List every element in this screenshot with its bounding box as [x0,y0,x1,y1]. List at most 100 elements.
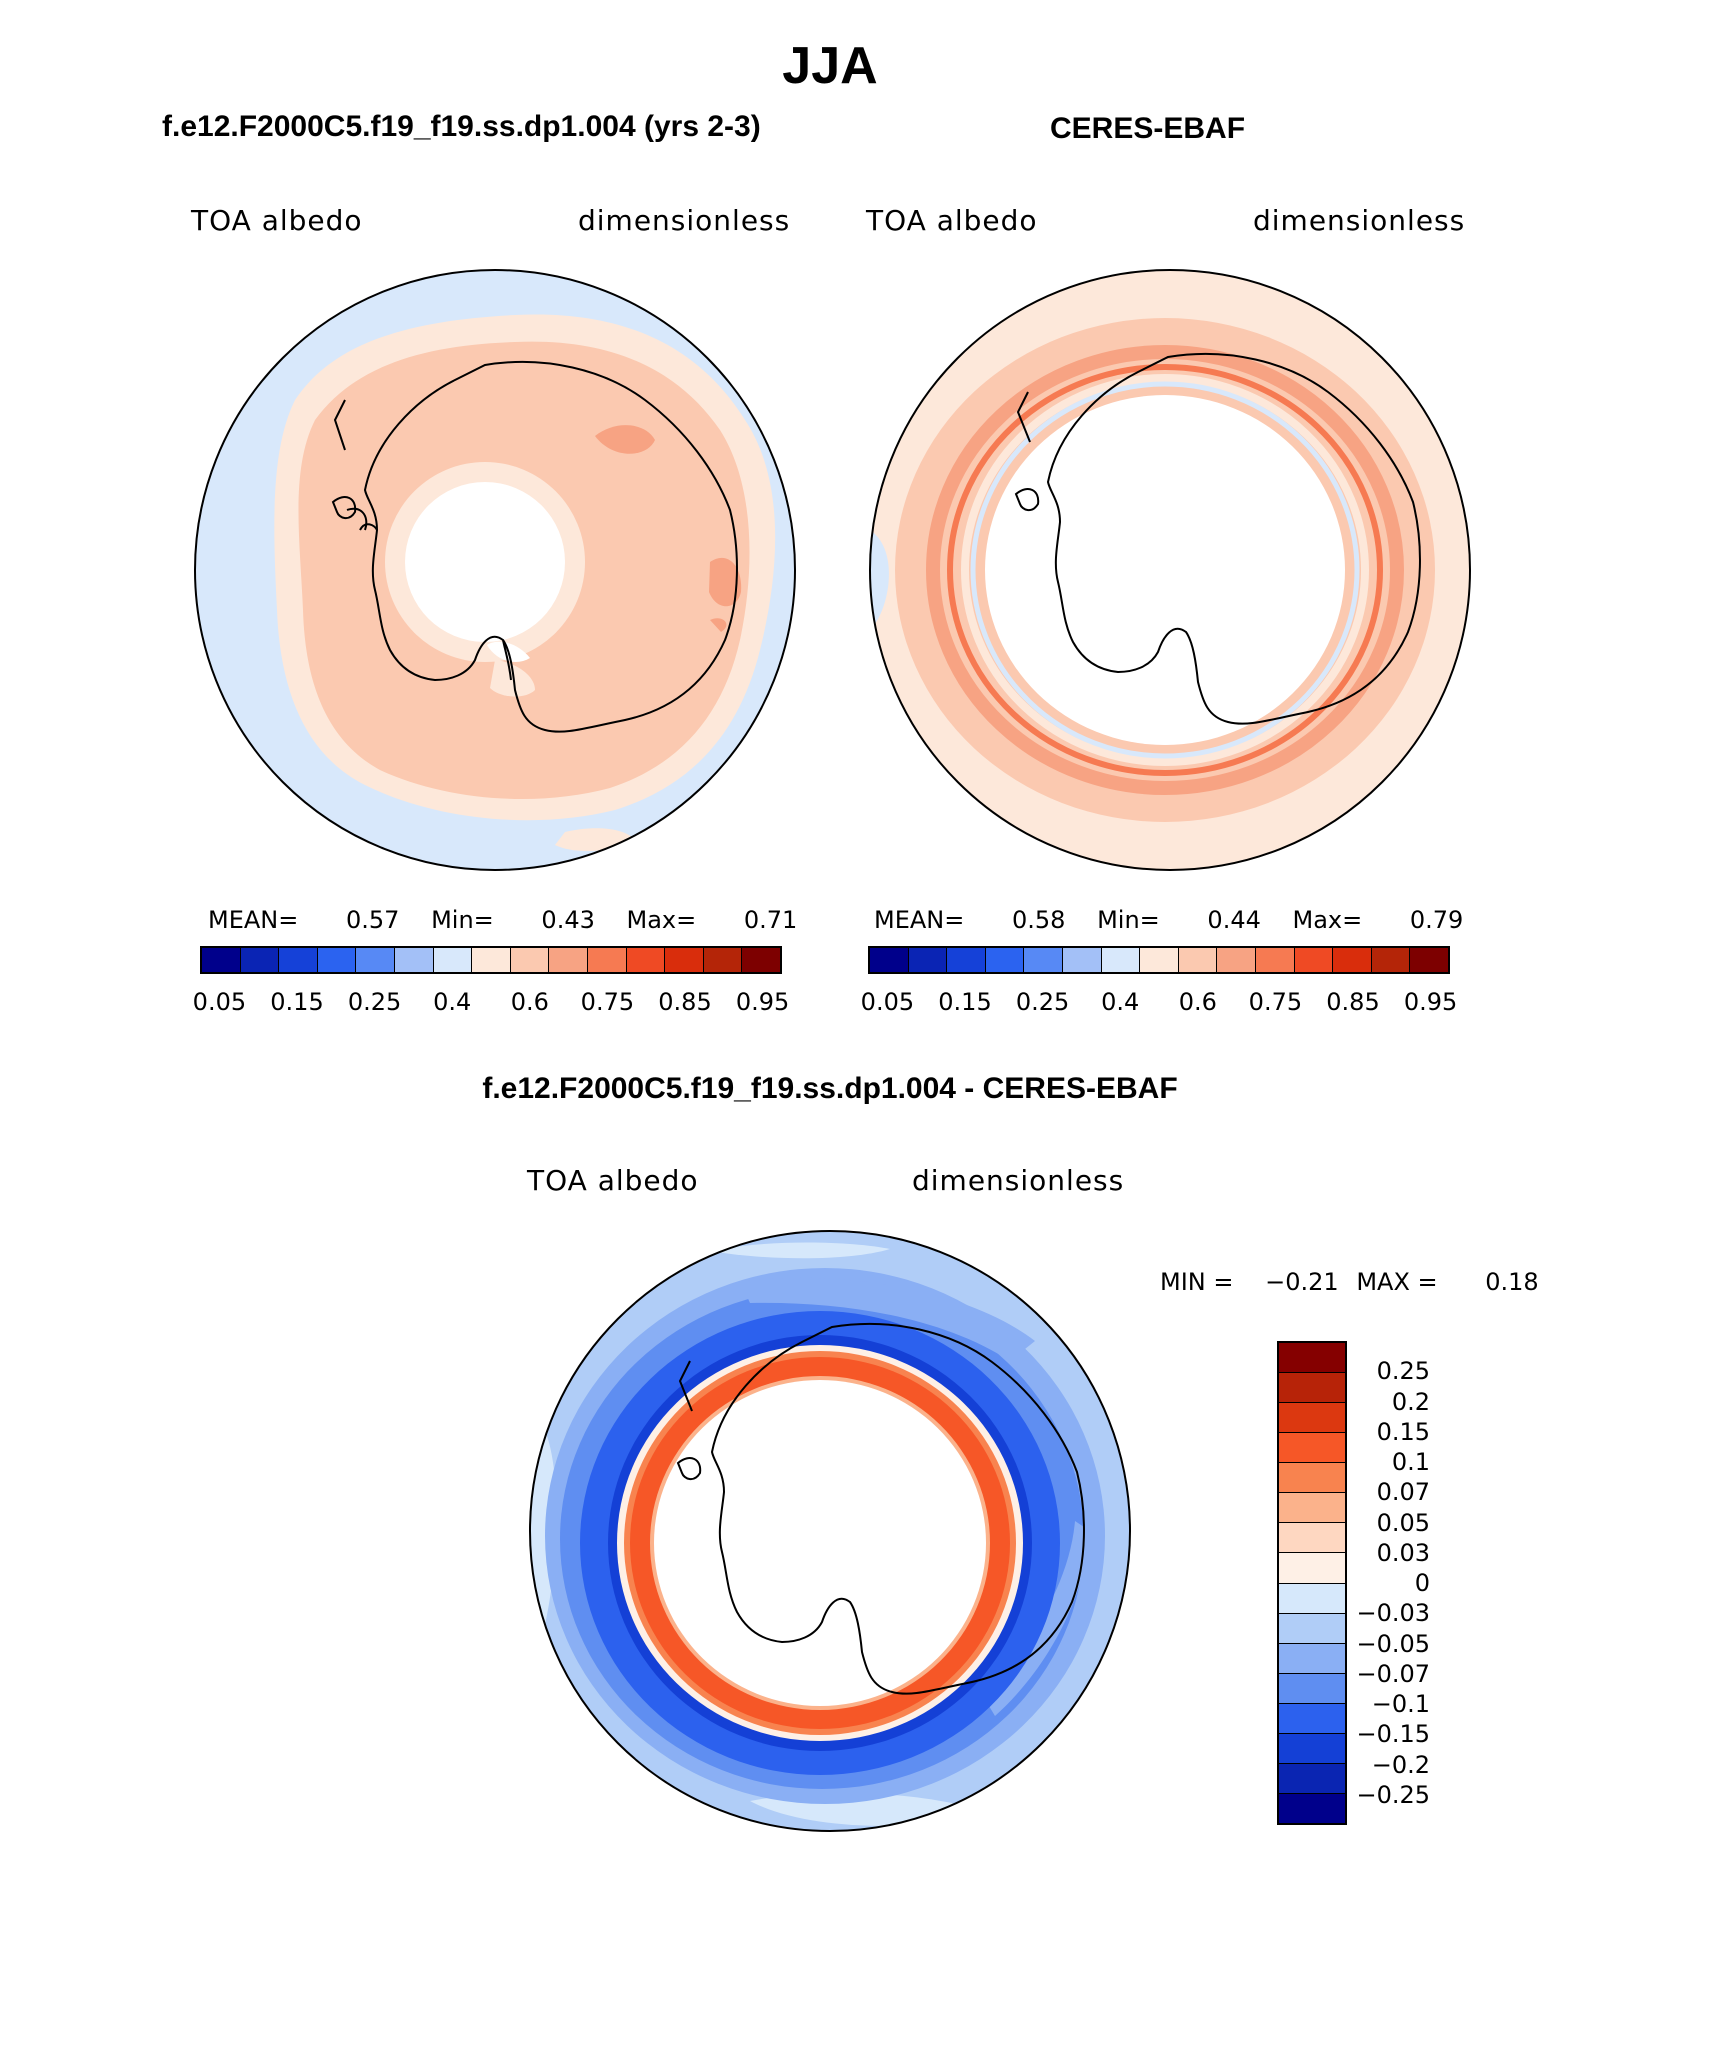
diff-max-value: 0.18 [1485,1268,1539,1296]
model-colorbar-tick-label: 0.15 [270,988,324,1016]
diff-polar-map [529,1230,1131,1832]
model-colorbar-tick-label: 0.4 [433,988,472,1016]
model-min-label: Min= [431,906,494,934]
obs-colorbar-tick-label: 0.95 [1403,988,1458,1016]
diff-colorbar-tick-label: −0.05 [1356,1629,1430,1658]
model-polar-map [194,269,796,871]
obs-colorbar-tick-label: 0.6 [1178,988,1217,1016]
obs-max-value: 0.79 [1409,906,1464,934]
diff-colorbar-tick-label: −0.03 [1356,1599,1430,1628]
diff-variable-label: TOA albedo [527,1164,699,1197]
model-mean-value: 0.57 [346,906,400,934]
diff-colorbar-box [1279,1583,1345,1614]
obs-colorbar-tick-label: 0.85 [1326,988,1380,1016]
diff-colorbar-tick-label: 0 [1414,1569,1430,1597]
model-colorbar-box [433,948,473,972]
model-colorbar-box [742,948,780,972]
model-colorbar [200,946,782,974]
diff-colorbar-box [1279,1733,1345,1764]
obs-colorbar-box [1294,948,1334,972]
model-colorbar-box [587,948,627,972]
obs-colorbar-box [908,948,948,972]
diff-min-value: −0.21 [1265,1268,1339,1296]
diff-colorbar-tick-label: −0.2 [1371,1750,1430,1779]
model-colorbar-tick-label: 0.05 [192,988,247,1016]
diff-colorbar-tick-label: −0.15 [1356,1720,1430,1749]
obs-colorbar-box [1333,948,1372,972]
model-stats: MEAN= 0.57 Min= 0.43 Max= 0.71 [208,906,797,934]
diff-colorbar-box [1279,1793,1345,1823]
model-min-value: 0.43 [541,906,595,934]
model-colorbar-box [665,948,704,972]
obs-min-label: Min= [1097,906,1160,934]
diff-colorbar-box [1279,1673,1345,1704]
obs-min-value: 0.44 [1207,906,1261,934]
diff-colorbar [1277,1341,1347,1825]
diff-colorbar-tick-label: 0.25 [1376,1357,1430,1386]
obs-variable-label: TOA albedo [866,204,1038,237]
model-variable-label: TOA albedo [191,204,363,237]
diff-colorbar-tick-label: −0.07 [1356,1659,1430,1688]
diff-colorbar-box [1279,1463,1345,1494]
diff-colorbar-box [1279,1493,1345,1524]
obs-mean-label: MEAN= [874,906,965,934]
obs-colorbar-box [1024,948,1063,972]
model-colorbar-tick-label: 0.6 [510,988,549,1016]
diff-min-label: MIN = [1160,1268,1234,1296]
diff-colorbar-box [1279,1643,1345,1674]
model-colorbar-tick-label: 0.75 [580,988,635,1016]
diff-colorbar-box [1279,1763,1345,1794]
obs-colorbar-tick-label: 0.15 [938,988,992,1016]
diff-colorbar-tick-label: 0.1 [1391,1448,1430,1476]
model-colorbar-box [240,948,280,972]
model-colorbar-tick-label: 0.85 [658,988,712,1016]
model-colorbar-box [703,948,743,972]
diff-colorbar-box [1279,1343,1345,1374]
model-colorbar-box [317,948,357,972]
obs-colorbar [868,946,1450,974]
diff-colorbar-box [1279,1433,1345,1464]
obs-colorbar-tick-label: 0.4 [1101,988,1140,1016]
diff-colorbar-box [1279,1553,1345,1584]
obs-colorbar-box [1178,948,1218,972]
obs-colorbar-box [870,948,909,972]
diff-units-label: dimensionless [912,1164,1125,1197]
diff-colorbar-box [1279,1613,1345,1644]
obs-colorbar-tick-label: 0.75 [1248,988,1303,1016]
diff-colorbar-box [1279,1403,1345,1434]
diff-colorbar-tick-label: 0.03 [1376,1538,1430,1567]
obs-polar-map [869,269,1471,871]
diff-colorbar-tick-label: −0.25 [1356,1780,1430,1809]
diff-colorbar-box [1279,1373,1345,1404]
diff-max-label: MAX = [1356,1268,1438,1296]
model-max-value: 0.71 [743,906,798,934]
obs-colorbar-box [1140,948,1179,972]
model-max-label: Max= [626,906,697,934]
model-panel-title: f.e12.F2000C5.f19_f19.ss.dp1.004 (yrs 2-… [162,110,761,143]
main-title: JJA [782,37,878,95]
model-colorbar-box [510,948,550,972]
diff-colorbar-tick-label: 0.15 [1376,1417,1430,1446]
obs-panel-title: CERES-EBAF [1050,112,1246,145]
diff-colorbar-tick-label: 0.2 [1391,1387,1430,1416]
model-units-label: dimensionless [578,204,791,237]
diff-stats: MIN = −0.21 MAX = 0.18 [1160,1268,1539,1296]
diff-colorbar-box [1279,1523,1345,1554]
obs-colorbar-box [947,948,986,972]
diff-colorbar-ticks: 0.25 0.2 0.15 0.1 0.07 0.05 0.03 0 −0.03 −0.05 −0.… [1330,1341,1430,1825]
model-colorbar-tick-label: 0.95 [735,988,790,1016]
diff-panel-title: f.e12.F2000C5.f19_f19.ss.dp1.004 - CERES… [482,1072,1178,1105]
model-colorbar-box [549,948,588,972]
diff-colorbar-tick-label: 0.07 [1376,1478,1430,1507]
diff-colorbar-tick-label: 0.05 [1376,1508,1430,1537]
obs-max-label: Max= [1292,906,1363,934]
obs-units-label: dimensionless [1253,204,1466,237]
diff-colorbar-tick-label: −0.1 [1371,1690,1430,1718]
diff-colorbar-box [1279,1703,1345,1734]
model-colorbar-tick-label: 0.25 [347,988,402,1016]
obs-colorbar-tick-label: 0.25 [1015,988,1070,1016]
obs-colorbar-box [1062,948,1102,972]
model-colorbar-box [279,948,318,972]
model-colorbar-box [394,948,434,972]
obs-colorbar-box [1371,948,1411,972]
